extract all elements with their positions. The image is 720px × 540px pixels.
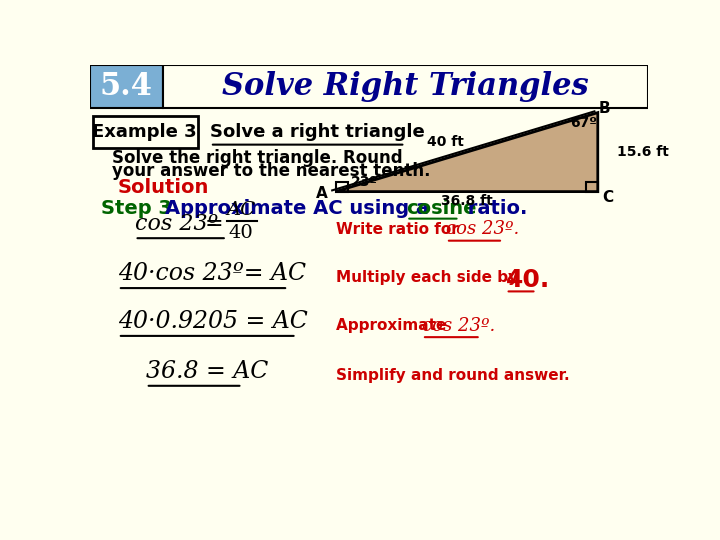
Text: 40·0.9205 = AC: 40·0.9205 = AC [118,310,307,333]
Text: =: = [204,213,223,235]
Text: Example 3: Example 3 [92,123,197,141]
Text: 5.4: 5.4 [100,71,153,103]
Text: 40.: 40. [505,268,550,292]
Text: 23º: 23º [351,175,378,189]
Text: AC: AC [226,201,255,219]
Bar [585,183,598,192]
Text: Write ratio for: Write ratio for [336,221,464,237]
Text: Approximate AC using a: Approximate AC using a [166,199,436,218]
Text: 36.8 = AC: 36.8 = AC [145,360,268,383]
Text: your answer to the nearest tenth.: your answer to the nearest tenth. [112,162,431,180]
Bar [90,65,163,109]
Text: Solution: Solution [118,178,210,197]
Text: 36.8 ft: 36.8 ft [441,194,492,208]
Bar [336,183,348,192]
Text: ratio.: ratio. [461,199,528,218]
Polygon shape [336,113,598,192]
Text: C: C [602,190,613,205]
Text: Solve Right Triangles: Solve Right Triangles [222,71,588,103]
Text: Solve a right triangle: Solve a right triangle [210,123,425,141]
Text: cosine: cosine [406,199,477,218]
Text: cos 23º.: cos 23º. [422,316,495,334]
Text: cos 23º: cos 23º [135,213,217,235]
Text: Solve the right triangle. Round: Solve the right triangle. Round [112,150,403,167]
FancyBboxPatch shape [93,116,198,148]
Bar [163,65,648,109]
Text: Approximate: Approximate [336,318,451,333]
Text: 40·cos 23º= AC: 40·cos 23º= AC [118,262,306,285]
Text: A: A [315,186,328,201]
Text: Simplify and round answer.: Simplify and round answer. [336,368,569,383]
Text: cos 23º.: cos 23º. [446,220,519,238]
Text: Step 3: Step 3 [101,199,172,218]
Text: 67º: 67º [570,116,598,130]
Text: 15.6 ft: 15.6 ft [617,145,669,159]
Text: Multiply each side by: Multiply each side by [336,270,518,285]
Text: B: B [598,101,611,116]
Text: 40 ft: 40 ft [427,134,464,149]
Text: 40: 40 [228,224,253,241]
